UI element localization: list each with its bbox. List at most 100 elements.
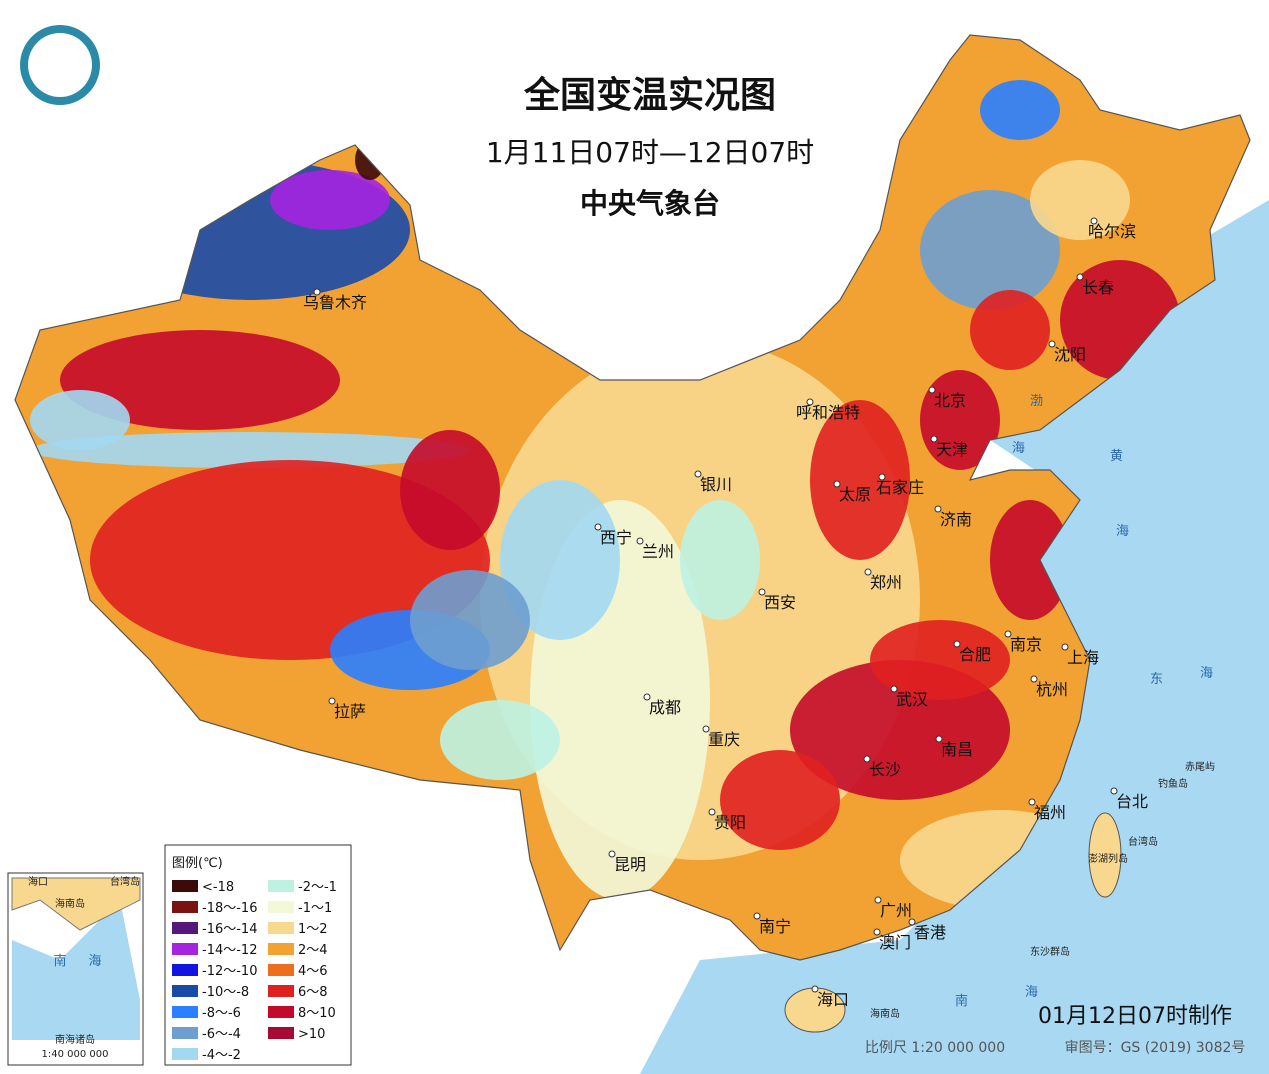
inset-label: 南	[53, 953, 66, 969]
city-label: 昆明	[614, 855, 646, 874]
temperature-area	[990, 500, 1070, 620]
legend-label: -8～-6	[202, 1006, 241, 1021]
legend-swatch	[268, 1006, 294, 1018]
legend-swatch	[268, 1027, 294, 1039]
city-dot	[1061, 643, 1069, 651]
city-dot	[1048, 340, 1056, 348]
legend-label: -2～-1	[298, 880, 337, 895]
city-label: 郑州	[870, 573, 902, 592]
city-dot	[953, 640, 961, 648]
legend-swatch	[172, 1027, 198, 1039]
inset-label: 海南岛	[55, 897, 85, 910]
sea-label: 海	[1025, 985, 1038, 1000]
city-label: 长春	[1082, 278, 1114, 297]
city-label: 合肥	[959, 645, 991, 664]
legend-swatch	[268, 922, 294, 934]
legend-swatch	[172, 943, 198, 955]
city-dot	[1090, 217, 1098, 225]
sea-label: 东	[1150, 672, 1163, 687]
legend-label: -4～-2	[202, 1048, 241, 1063]
city-label: 南京	[1010, 635, 1042, 654]
legend-swatch	[172, 985, 198, 997]
temperature-area	[970, 290, 1050, 370]
legend-swatch	[268, 964, 294, 976]
legend-swatch	[172, 880, 198, 892]
city-dot	[328, 697, 336, 705]
city-dot	[930, 435, 938, 443]
temperature-area	[810, 400, 910, 560]
temperature-area	[410, 570, 530, 670]
sea-label: 海南岛	[870, 1007, 900, 1020]
legend-label: <-18	[202, 880, 234, 895]
city-dot	[1110, 787, 1118, 795]
city-label: 香港	[914, 923, 946, 942]
city-label: 广州	[880, 901, 912, 920]
legend-label: 1～2	[298, 922, 328, 937]
city-label: 台北	[1116, 792, 1148, 811]
legend-label: -6～-4	[202, 1027, 241, 1042]
temperature-area	[980, 80, 1060, 140]
city-label: 杭州	[1036, 680, 1068, 699]
city-dot	[934, 505, 942, 513]
city-label: 武汉	[896, 690, 928, 709]
city-dot	[863, 755, 871, 763]
city-dot	[313, 288, 321, 296]
sea-label: 台湾岛	[1128, 835, 1158, 848]
city-label: 拉萨	[334, 702, 366, 721]
city-label: 贵阳	[714, 813, 746, 832]
city-dot	[753, 912, 761, 920]
legend-label: -1～1	[298, 901, 332, 916]
inset-label: 海口	[28, 875, 48, 888]
city-dot	[702, 725, 710, 733]
temperature-area	[870, 620, 1010, 700]
temperature-area	[30, 390, 130, 450]
inset-land	[11, 877, 141, 931]
city-label: 乌鲁木齐	[303, 293, 367, 312]
legend-label: -10～-8	[202, 985, 249, 1000]
sea-label: 海	[1200, 666, 1213, 681]
city-dot	[1030, 675, 1038, 683]
city-label: 太原	[839, 485, 871, 504]
legend-label: -12～-10	[202, 964, 257, 979]
city-label: 银川	[700, 475, 732, 494]
city-label: 兰州	[642, 542, 674, 561]
taiwan	[1088, 812, 1122, 898]
city-label: 海口	[817, 990, 849, 1009]
temperature-area	[400, 430, 500, 550]
legend-label: -18～-16	[202, 901, 257, 916]
temperature-area	[680, 500, 760, 620]
legend-label: 2～4	[298, 943, 328, 958]
legend-swatch	[268, 901, 294, 913]
city-label: 澳门	[879, 933, 911, 952]
city-dot	[864, 568, 872, 576]
city-dot	[833, 480, 841, 488]
city-dot	[608, 850, 616, 858]
legend-label: 4～6	[298, 964, 328, 979]
city-dot	[806, 398, 814, 406]
inset-label: 海	[88, 954, 101, 969]
city-dot	[890, 685, 898, 693]
city-dot	[878, 473, 886, 481]
made-time: 01月12日07时制作	[1038, 1004, 1232, 1029]
city-dot	[873, 928, 881, 936]
city-label: 北京	[934, 391, 966, 410]
temperature-area	[1030, 160, 1130, 240]
city-label: 石家庄	[876, 478, 924, 497]
sea-label: 南	[955, 993, 968, 1009]
temperature-area	[90, 460, 490, 660]
inset-label: 台湾岛	[110, 875, 140, 888]
city-label: 西安	[764, 593, 796, 612]
city-dot	[908, 918, 916, 926]
city-dot	[694, 470, 702, 478]
city-label: 西宁	[600, 528, 632, 547]
city-label: 天津	[936, 440, 968, 459]
sea-label: 赤尾屿	[1185, 761, 1215, 773]
legend-swatch	[268, 985, 294, 997]
sea-label: 东沙群岛	[1030, 945, 1070, 958]
city-dot	[874, 896, 882, 904]
sea-label: 澎湖列岛	[1088, 852, 1128, 865]
city-label: 济南	[940, 510, 972, 529]
legend-label: >10	[298, 1027, 325, 1042]
city-dot	[811, 985, 819, 993]
